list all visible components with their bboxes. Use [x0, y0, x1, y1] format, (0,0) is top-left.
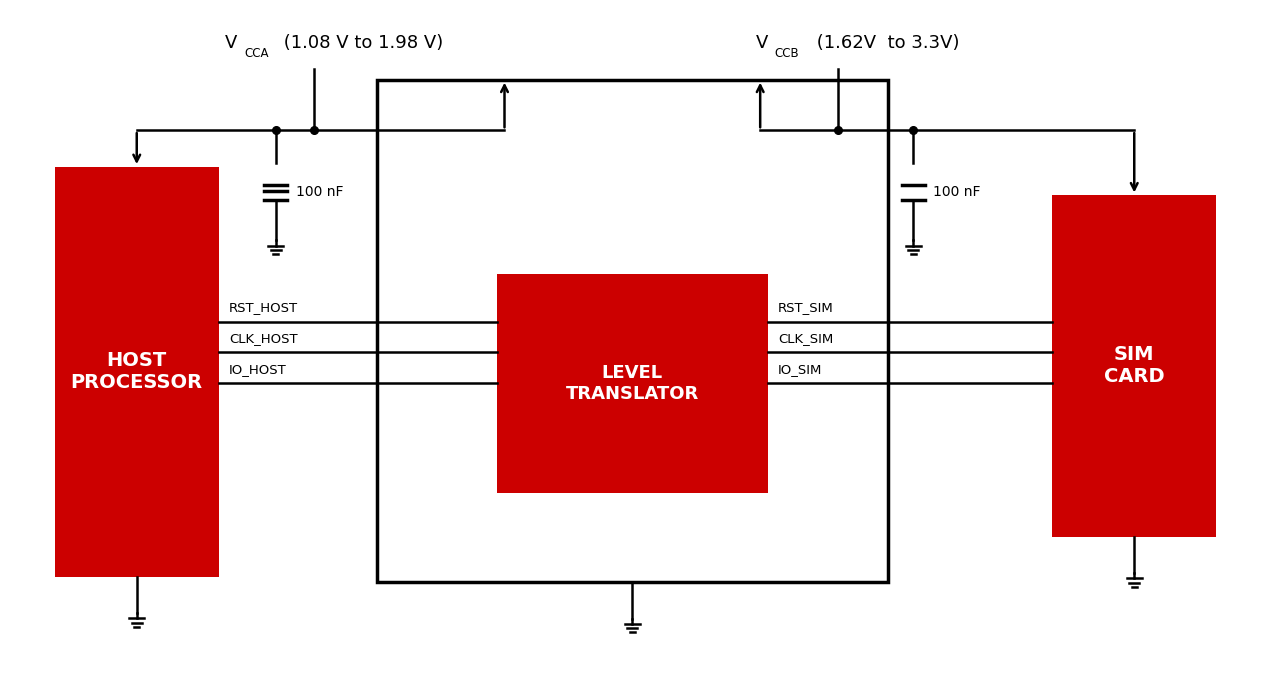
- Text: 100 nF: 100 nF: [296, 185, 343, 199]
- Text: RST_SIM: RST_SIM: [778, 301, 834, 314]
- Text: SIM
CARD: SIM CARD: [1104, 346, 1164, 386]
- Text: LEVEL
TRANSLATOR: LEVEL TRANSLATOR: [566, 364, 699, 403]
- Bar: [55, 167, 219, 576]
- Bar: [497, 274, 768, 493]
- Text: V: V: [225, 35, 238, 53]
- Bar: [376, 79, 888, 582]
- Text: CCB: CCB: [774, 47, 799, 59]
- Bar: [1052, 196, 1216, 537]
- Text: (1.08 V to 1.98 V): (1.08 V to 1.98 V): [278, 35, 444, 53]
- Text: 100 nF: 100 nF: [933, 185, 981, 199]
- Text: RST_HOST: RST_HOST: [229, 301, 297, 314]
- Text: (1.62V  to 3.3V): (1.62V to 3.3V): [811, 35, 960, 53]
- Text: V: V: [755, 35, 768, 53]
- Text: IO_SIM: IO_SIM: [778, 363, 822, 376]
- Text: IO_HOST: IO_HOST: [229, 363, 287, 376]
- Text: CLK_SIM: CLK_SIM: [778, 332, 834, 345]
- Text: CCA: CCA: [244, 47, 268, 59]
- Text: CLK_HOST: CLK_HOST: [229, 332, 297, 345]
- Text: HOST
PROCESSOR: HOST PROCESSOR: [71, 351, 203, 392]
